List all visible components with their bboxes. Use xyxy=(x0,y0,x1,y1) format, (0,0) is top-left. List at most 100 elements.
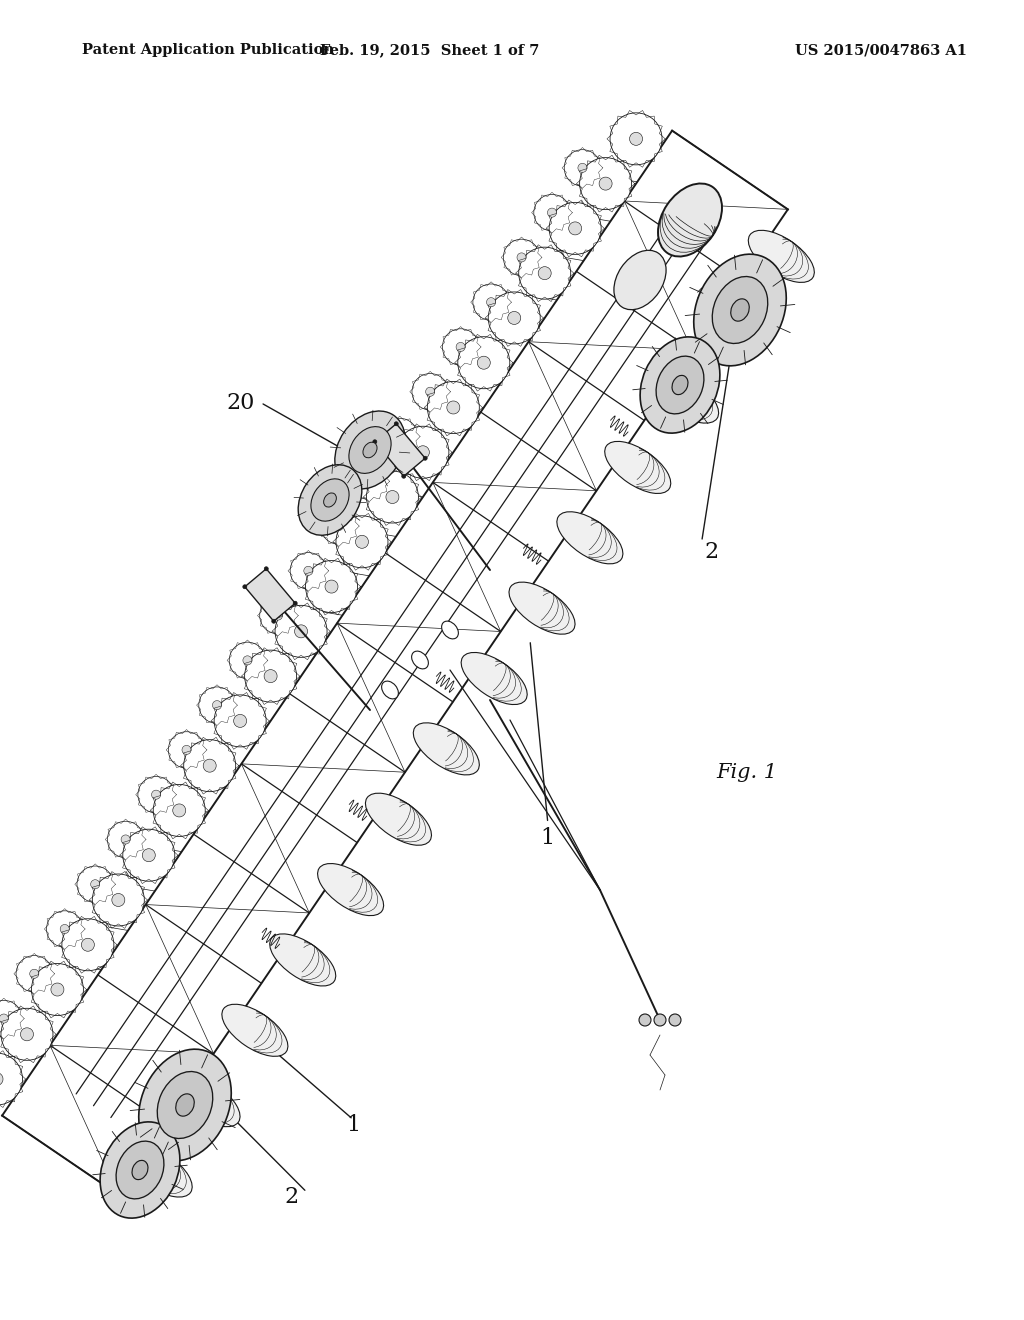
Circle shape xyxy=(423,457,427,461)
Circle shape xyxy=(30,969,39,978)
Circle shape xyxy=(203,759,216,772)
Circle shape xyxy=(32,964,83,1015)
Circle shape xyxy=(397,426,449,478)
Circle shape xyxy=(16,956,52,991)
Circle shape xyxy=(367,471,419,523)
Ellipse shape xyxy=(731,298,750,321)
Ellipse shape xyxy=(116,1140,164,1199)
Circle shape xyxy=(488,292,541,345)
Ellipse shape xyxy=(176,1094,195,1117)
Circle shape xyxy=(121,836,130,843)
Ellipse shape xyxy=(614,251,666,310)
Circle shape xyxy=(123,829,175,882)
Ellipse shape xyxy=(366,793,431,845)
Circle shape xyxy=(293,601,297,606)
Circle shape xyxy=(199,686,236,723)
Circle shape xyxy=(321,508,357,544)
Circle shape xyxy=(271,619,275,623)
Circle shape xyxy=(446,401,460,414)
Circle shape xyxy=(264,669,278,682)
Text: 1: 1 xyxy=(541,828,555,849)
Circle shape xyxy=(243,656,252,665)
Circle shape xyxy=(534,194,570,231)
Circle shape xyxy=(442,329,479,366)
Ellipse shape xyxy=(700,301,767,352)
Circle shape xyxy=(564,149,601,186)
Circle shape xyxy=(273,611,283,620)
Circle shape xyxy=(1,1008,53,1060)
Text: Patent Application Publication: Patent Application Publication xyxy=(82,44,334,57)
Circle shape xyxy=(351,463,387,499)
Circle shape xyxy=(417,446,429,459)
Ellipse shape xyxy=(335,411,406,488)
Text: US 2015/0047863 A1: US 2015/0047863 A1 xyxy=(795,44,967,57)
Ellipse shape xyxy=(652,371,719,424)
Circle shape xyxy=(168,731,205,768)
Circle shape xyxy=(142,849,156,862)
Circle shape xyxy=(427,381,479,433)
Circle shape xyxy=(51,983,63,997)
Circle shape xyxy=(245,651,297,702)
Polygon shape xyxy=(245,569,295,622)
Circle shape xyxy=(373,440,377,444)
Circle shape xyxy=(458,337,510,388)
Ellipse shape xyxy=(441,622,459,639)
Circle shape xyxy=(456,342,465,351)
Circle shape xyxy=(336,516,388,568)
Ellipse shape xyxy=(693,255,786,366)
Circle shape xyxy=(654,1014,666,1026)
Circle shape xyxy=(0,1053,23,1105)
Ellipse shape xyxy=(126,1144,193,1197)
Ellipse shape xyxy=(269,933,336,986)
Circle shape xyxy=(548,209,557,218)
Circle shape xyxy=(580,157,632,210)
Circle shape xyxy=(260,598,296,634)
Circle shape xyxy=(275,606,327,657)
Ellipse shape xyxy=(222,1005,288,1056)
Text: 1: 1 xyxy=(346,1114,360,1135)
Ellipse shape xyxy=(713,276,768,343)
Ellipse shape xyxy=(412,651,428,669)
Text: 2: 2 xyxy=(285,1187,299,1208)
Circle shape xyxy=(386,491,399,503)
Ellipse shape xyxy=(749,230,814,282)
Text: Feb. 19, 2015  Sheet 1 of 7: Feb. 19, 2015 Sheet 1 of 7 xyxy=(321,44,540,57)
Circle shape xyxy=(173,804,185,817)
Text: Fig. 1: Fig. 1 xyxy=(717,763,778,781)
Circle shape xyxy=(630,132,642,145)
Circle shape xyxy=(295,624,307,638)
Ellipse shape xyxy=(640,337,720,433)
Ellipse shape xyxy=(317,863,384,916)
Polygon shape xyxy=(375,424,425,477)
Circle shape xyxy=(355,536,369,548)
Ellipse shape xyxy=(298,465,361,536)
Circle shape xyxy=(92,874,144,925)
Circle shape xyxy=(138,776,174,813)
Circle shape xyxy=(473,284,509,321)
Circle shape xyxy=(233,714,247,727)
Ellipse shape xyxy=(414,723,479,775)
Circle shape xyxy=(229,642,265,678)
Circle shape xyxy=(508,312,521,325)
Ellipse shape xyxy=(324,492,336,507)
Circle shape xyxy=(108,821,143,858)
Circle shape xyxy=(486,297,496,306)
Circle shape xyxy=(382,418,418,454)
Circle shape xyxy=(214,694,266,747)
Circle shape xyxy=(639,1014,651,1026)
Ellipse shape xyxy=(100,1122,180,1218)
Circle shape xyxy=(519,247,570,300)
Ellipse shape xyxy=(557,512,623,564)
Ellipse shape xyxy=(656,356,703,414)
Circle shape xyxy=(0,1014,8,1023)
Circle shape xyxy=(60,924,70,933)
Circle shape xyxy=(182,746,191,755)
Circle shape xyxy=(112,894,125,907)
Circle shape xyxy=(183,739,236,792)
Circle shape xyxy=(365,477,374,486)
Ellipse shape xyxy=(605,441,671,494)
Ellipse shape xyxy=(672,375,688,395)
Circle shape xyxy=(504,239,540,276)
Circle shape xyxy=(517,253,526,261)
Circle shape xyxy=(477,356,490,370)
